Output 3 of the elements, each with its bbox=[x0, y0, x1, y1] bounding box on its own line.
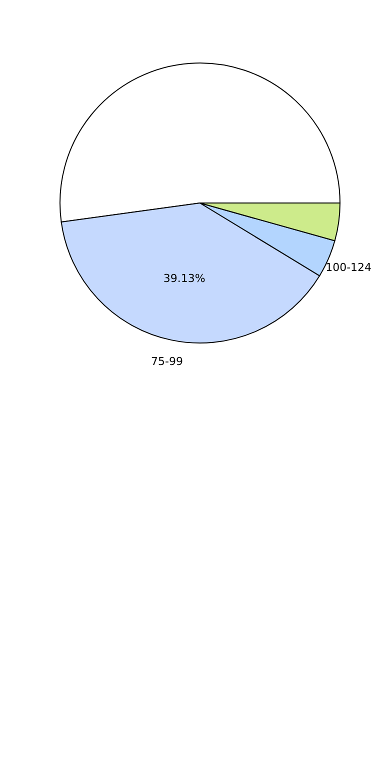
slice-label: 75-99 bbox=[151, 355, 183, 368]
slice-label: 100-124 bbox=[326, 261, 372, 274]
data-label: 39.13% bbox=[163, 272, 206, 285]
